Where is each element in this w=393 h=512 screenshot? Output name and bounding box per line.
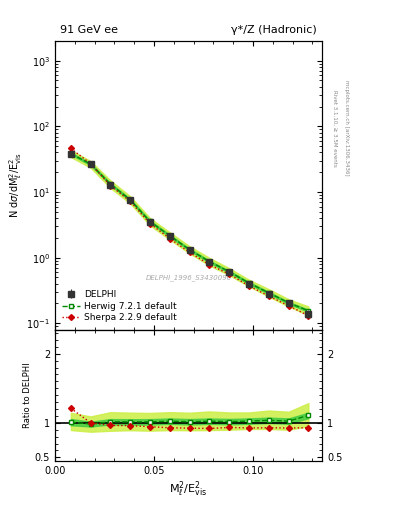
Sherpa 2.2.9 default: [148, 221, 152, 227]
Sherpa 2.2.9 default: [88, 161, 93, 167]
Sherpa 2.2.9 default: [286, 303, 291, 309]
Sherpa 2.2.9 default: [167, 236, 172, 242]
Herwig 7.2.1 default: [68, 151, 73, 157]
Herwig 7.2.1 default: [286, 300, 291, 306]
Herwig 7.2.1 default: [128, 197, 132, 203]
Herwig 7.2.1 default: [266, 290, 271, 296]
Y-axis label: N d$\sigma$/dM$_\ell^2$/E$^2_{\rm vis}$: N d$\sigma$/dM$_\ell^2$/E$^2_{\rm vis}$: [7, 152, 24, 218]
Text: Rivet 3.1.10, ≥ 3.5M events: Rivet 3.1.10, ≥ 3.5M events: [332, 90, 337, 166]
Herwig 7.2.1 default: [88, 161, 93, 167]
Sherpa 2.2.9 default: [247, 283, 252, 289]
Legend: DELPHI, Herwig 7.2.1 default, Sherpa 2.2.9 default: DELPHI, Herwig 7.2.1 default, Sherpa 2.2…: [59, 287, 179, 325]
Sherpa 2.2.9 default: [108, 183, 113, 189]
X-axis label: M$_\ell^2$/E$^2_{\rm vis}$: M$_\ell^2$/E$^2_{\rm vis}$: [169, 480, 208, 499]
Sherpa 2.2.9 default: [187, 249, 192, 255]
Text: 91 GeV ee: 91 GeV ee: [61, 25, 118, 35]
Line: Sherpa 2.2.9 default: Sherpa 2.2.9 default: [69, 146, 310, 318]
Sherpa 2.2.9 default: [68, 145, 73, 152]
Text: γ*/Z (Hadronic): γ*/Z (Hadronic): [231, 25, 317, 35]
Sherpa 2.2.9 default: [207, 262, 212, 268]
Y-axis label: Ratio to DELPHI: Ratio to DELPHI: [23, 362, 32, 428]
Herwig 7.2.1 default: [247, 280, 252, 286]
Sherpa 2.2.9 default: [227, 271, 231, 277]
Herwig 7.2.1 default: [108, 181, 113, 187]
Herwig 7.2.1 default: [306, 308, 311, 314]
Text: DELPHI_1996_S3430090: DELPHI_1996_S3430090: [145, 274, 232, 281]
Sherpa 2.2.9 default: [306, 313, 311, 319]
Line: Herwig 7.2.1 default: Herwig 7.2.1 default: [68, 151, 311, 313]
Text: mcplots.cern.ch [arXiv:1306.3436]: mcplots.cern.ch [arXiv:1306.3436]: [344, 80, 349, 176]
Herwig 7.2.1 default: [167, 233, 172, 239]
Sherpa 2.2.9 default: [266, 293, 271, 299]
Sherpa 2.2.9 default: [128, 198, 132, 204]
Herwig 7.2.1 default: [227, 269, 231, 275]
Herwig 7.2.1 default: [187, 247, 192, 253]
Herwig 7.2.1 default: [148, 219, 152, 225]
Herwig 7.2.1 default: [207, 259, 212, 265]
